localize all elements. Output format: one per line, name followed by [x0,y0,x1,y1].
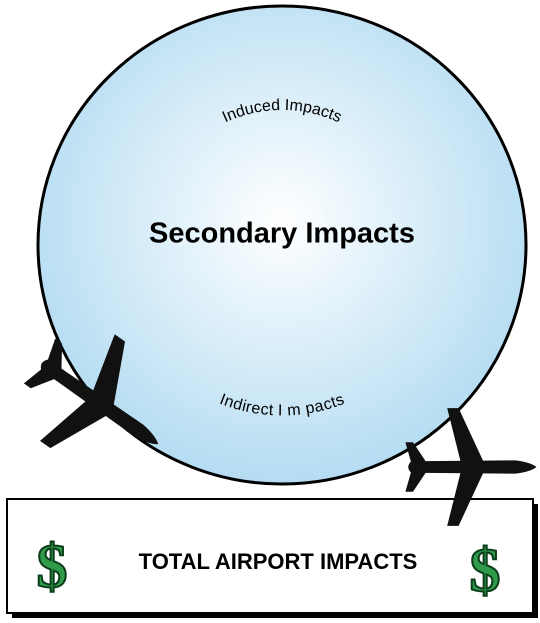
diagram: Induced Impacts Secondary Impacts Indire… [0,0,540,623]
dollar-left: $ [37,533,68,601]
dollar-right: $ [470,537,501,605]
box-label: TOTAL AIRPORT IMPACTS [139,549,418,574]
center-label: Secondary Impacts [149,218,415,250]
